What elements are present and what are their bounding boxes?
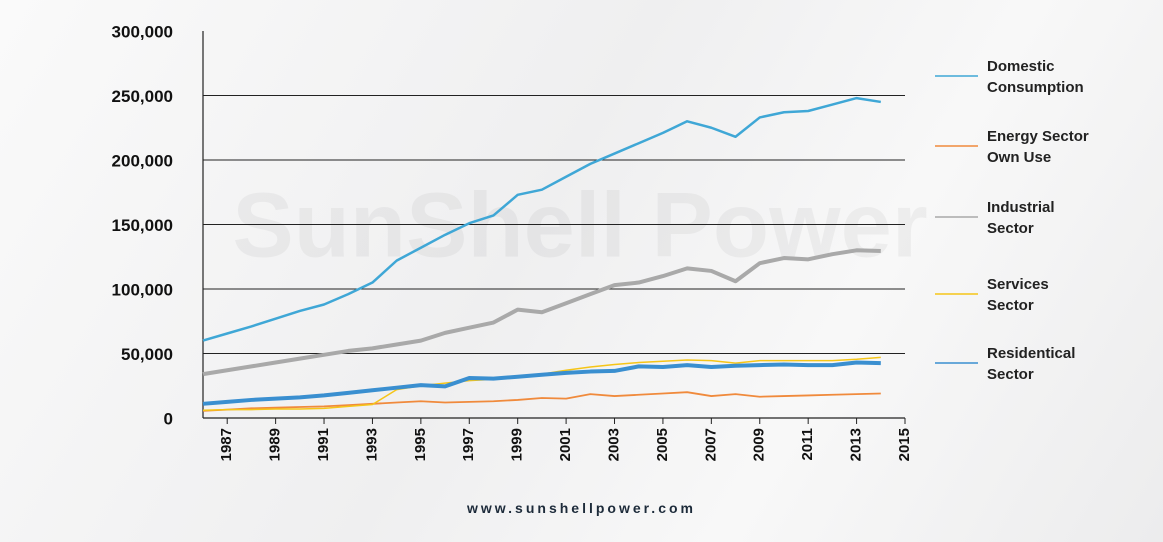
- legend-label: Services Sector: [987, 276, 1049, 314]
- x-tick-label: 1991: [315, 428, 332, 461]
- y-tick-label: 250,000: [112, 87, 173, 106]
- y-tick-label: 300,000: [112, 22, 173, 41]
- y-tick-label: 200,000: [112, 151, 173, 170]
- legend-label: Industrial Sector: [987, 199, 1055, 237]
- x-tick-label: 2009: [751, 428, 768, 461]
- x-tick-label: 2011: [799, 428, 816, 461]
- x-tick-label: 1995: [412, 428, 429, 461]
- x-tick-label: 2013: [848, 428, 865, 461]
- legend-label: Domestic Consumption: [987, 58, 1084, 96]
- y-tick-label: 0: [164, 409, 173, 428]
- legend-label: Residentical Sector: [987, 345, 1076, 383]
- watermark: SunShell Power: [232, 174, 927, 276]
- y-tick-label: 100,000: [112, 280, 173, 299]
- x-tick-label: 2001: [557, 428, 574, 461]
- series-line: [202, 391, 881, 412]
- x-tick-label: 1987: [218, 428, 235, 461]
- x-tick-label: 2007: [702, 428, 719, 461]
- series-line: [202, 248, 881, 377]
- series-line: [202, 360, 881, 406]
- x-tick-label: 1997: [460, 428, 477, 461]
- x-tick-label: 1993: [363, 428, 380, 461]
- y-tick-label: 150,000: [112, 216, 173, 235]
- legend-label: Energy Sector Own Use: [987, 128, 1089, 166]
- x-tick-label: 1999: [509, 428, 526, 461]
- x-tick-label: 2003: [605, 428, 622, 461]
- y-tick-label: 50,000: [121, 345, 173, 364]
- x-tick-label: 1989: [267, 428, 284, 461]
- footer: www.sunshellpower.com: [467, 500, 696, 516]
- x-tick-label: 2015: [896, 428, 913, 461]
- x-tick-label: 2005: [654, 428, 671, 461]
- series-line: [202, 96, 881, 342]
